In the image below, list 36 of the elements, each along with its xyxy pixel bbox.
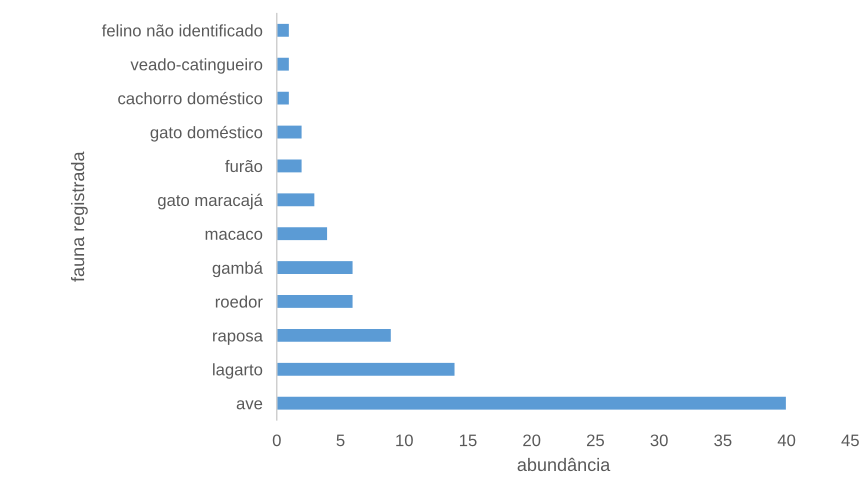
- x-axis-title: abundância: [518, 458, 610, 472]
- y-tick-label: raposa: [213, 332, 263, 345]
- y-tick-label: gambá: [212, 261, 263, 278]
- bar: [276, 226, 328, 242]
- bar: [276, 22, 290, 38]
- y-tick-label: veado-catingueiro: [130, 58, 262, 74]
- bar: [276, 90, 290, 106]
- x-tick-label: 15: [460, 434, 477, 446]
- bar: [276, 294, 354, 310]
- y-tick-label: lagarto: [213, 363, 262, 379]
- y-tick-label: gato doméstico: [150, 126, 262, 142]
- x-tick-label: 45: [841, 434, 859, 446]
- bar: [276, 260, 354, 276]
- bar: [276, 124, 303, 140]
- bar: [276, 192, 316, 208]
- x-tick-label: 20: [523, 434, 540, 446]
- x-tick-label: 5: [336, 434, 344, 446]
- bar: [276, 328, 392, 344]
- y-tick-label: roedor: [216, 295, 263, 308]
- y-tick-label: macaco: [206, 230, 262, 240]
- bar: [276, 56, 290, 72]
- x-tick-label: 40: [778, 434, 796, 446]
- bar: [276, 158, 303, 174]
- y-tick-label: ave: [236, 400, 262, 410]
- x-tick-label: 0: [272, 434, 281, 446]
- x-tick-label: 10: [396, 434, 413, 446]
- y-tick-label: cachorro doméstico: [118, 92, 262, 104]
- y-tick-label: furão: [225, 160, 262, 172]
- x-tick-label: 35: [714, 434, 732, 446]
- y-tick-label: gato maracajá: [158, 194, 263, 210]
- y-axis-title: fauna registrada: [70, 152, 88, 282]
- x-tick-label: 25: [586, 434, 604, 446]
- x-tick-label: 30: [650, 434, 668, 446]
- y-tick-label: felino não identificado: [102, 24, 262, 37]
- bar: [276, 395, 788, 411]
- bar: [276, 361, 456, 378]
